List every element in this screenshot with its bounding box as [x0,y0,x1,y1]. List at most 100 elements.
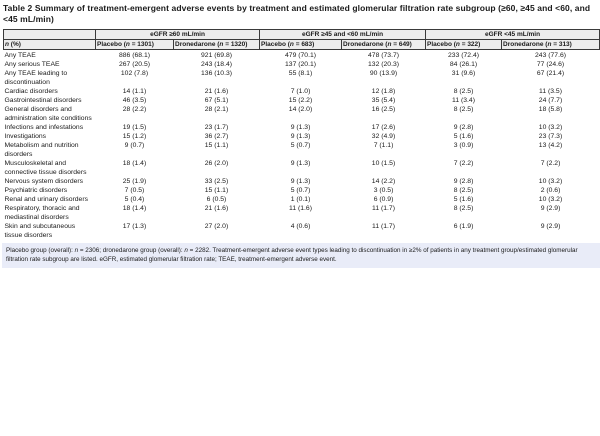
cell-value: 15 (1.1) [204,142,229,149]
cell-value: 14 (2.2) [371,178,396,185]
cell-value: 28 (2.2) [122,106,147,113]
cell-value: 12 (1.8) [371,88,396,95]
group-header-egfr-45-60: eGFR ≥45 and <60 mL/min [259,29,427,40]
row-label: Cardiac disorders [4,88,58,95]
table-body: Any TEAE 886 (68.1) 921 (69.8) 479 (70.1) 47… [4,50,600,241]
group-header-egfr-lt45: eGFR <45 mL/min [425,29,600,40]
table-row: Renal and urinary disorders 5 (0.4) 6 (0.5… [4,195,600,204]
cell-value: 36 (2.7) [204,133,229,140]
cell-value: 32 (4.9) [371,133,396,140]
cell-value: 11 (1.7) [372,223,395,230]
table-row: Skin and subcutaneous tissue disorders 17… [4,222,600,240]
cell-value: 9 (2.8) [453,124,474,131]
cell-value: 3 (0.5) [373,187,394,194]
cell-value: 137 (20.1) [285,61,316,68]
cell-value: 9 (1.3) [290,124,311,131]
cell-value: 23 (7.3) [538,133,563,140]
corner-cell [3,29,96,40]
cell-value: 77 (24.6) [536,61,565,68]
cell-value: 55 (8.1) [288,70,313,77]
col-header-dronedarone-1320: Dronedarone (n = 1320) [172,39,261,50]
cell-value: 90 (13.9) [369,70,398,77]
table-row: Any TEAE 886 (68.1) 921 (69.8) 479 (70.1) 47… [4,50,600,61]
cell-value: 5 (0.7) [290,187,311,194]
row-label: Respiratory, thoracic and mediastinal di… [4,205,80,221]
page: Table 2 Summary of treatment-emergent ad… [2,3,600,268]
column-header-row: n (%) Placebo (n = 1301) Dronedarone (n … [3,39,600,50]
cell-value: 10 (1.5) [371,160,396,167]
cell-value: 9 (2.9) [540,223,561,230]
cell-value: 8 (2.5) [453,106,474,113]
cell-value: 267 (20.5) [119,61,150,68]
row-label: Renal and urinary disorders [4,196,89,203]
col-header-placebo-683: Placebo (n = 683) [259,39,343,50]
cell-value: 67 (5.1) [204,97,229,104]
cell-value: 18 (1.4) [122,160,147,167]
col-header-n-pct: n (%) [3,39,96,50]
cell-value: 11 (3.4) [452,97,475,104]
cell-value: 23 (1.7) [204,124,229,131]
table-row: Nervous system disorders 25 (1.9) 33 (2.5)… [4,177,600,186]
cell-value: 9 (1.3) [290,160,311,167]
table-row: Psychiatric disorders 7 (0.5) 15 (1.1) 5 (0… [4,186,600,195]
cell-value: 15 (1.1) [204,187,229,194]
table-row: Investigations 15 (1.2) 36 (2.7) 9 (1.3) 32 … [4,132,600,141]
cell-value: 8 (2.5) [453,205,474,212]
cell-value: 14 (1.1) [122,88,147,95]
cell-value: 15 (2.2) [288,97,313,104]
table-title-line2: (≥60, ≥45 and <60, and <45 mL/min) [3,3,591,24]
cell-value: 5 (1.6) [453,196,474,203]
table-row: Musculoskeletal and connective tissue di… [4,159,600,177]
cell-value: 27 (2.0) [204,223,229,230]
cell-value: 921 (69.8) [201,52,232,59]
col-header-placebo-1301: Placebo (n = 1301) [95,39,174,50]
table-title-line1: Table 2 Summary of treatment-emergent ad… [3,3,496,13]
row-label: Musculoskeletal and connective tissue di… [4,160,87,176]
table-row: Gastrointestinal disorders 46 (3.5) 67 (5.… [4,96,600,105]
cell-value: 7 (0.5) [124,187,145,194]
cell-value: 10 (3.2) [538,124,563,131]
cell-value: 3 (0.9) [453,142,474,149]
cell-value: 21 (1.6) [204,88,229,95]
row-label: Any TEAE leading to discontinuation [4,70,68,86]
cell-value: 7 (1.1) [373,142,394,149]
row-label: Nervous system disorders [4,178,84,185]
cell-value: 6 (0.5) [206,196,227,203]
cell-value: 7 (2.2) [540,160,561,167]
cell-value: 1 (0.1) [290,196,311,203]
table-row: Any serious TEAE 267 (20.5) 243 (18.4) 137 … [4,60,600,69]
cell-value: 17 (2.6) [371,124,396,131]
cell-value: 18 (5.8) [538,106,563,113]
table-header: eGFR ≥60 mL/min eGFR ≥45 and <60 mL/min … [3,29,600,50]
cell-value: 4 (0.6) [290,223,311,230]
cell-value: 9 (2.8) [453,178,474,185]
cell-value: 11 (1.6) [289,205,312,212]
cell-value: 24 (7.7) [538,97,563,104]
row-label: Any TEAE [4,52,36,59]
adverse-events-table: eGFR ≥60 mL/min eGFR ≥45 and <60 mL/min … [3,29,600,240]
cell-value: 479 (70.1) [285,52,316,59]
cell-value: 18 (1.4) [122,205,147,212]
cell-value: 8 (2.5) [453,88,474,95]
cell-value: 21 (1.6) [204,205,229,212]
cell-value: 16 (2.5) [371,106,396,113]
cell-value: 11 (3.5) [539,88,562,95]
cell-value: 14 (2.0) [288,106,313,113]
group-header-row: eGFR ≥60 mL/min eGFR ≥45 and <60 mL/min … [3,29,600,40]
cell-value: 2 (0.6) [540,187,561,194]
cell-value: 6 (1.9) [453,223,474,230]
table-row: Respiratory, thoracic and mediastinal di… [4,204,600,222]
cell-value: 13 (4.2) [538,142,563,149]
cell-value: 102 (7.8) [120,70,149,77]
cell-value: 233 (72.4) [448,52,479,59]
cell-value: 7 (1.0) [290,88,311,95]
cell-value: 243 (77.6) [535,52,566,59]
cell-value: 31 (9.6) [451,70,476,77]
cell-value: 19 (1.5) [122,124,147,131]
cell-value: 7 (2.2) [453,160,474,167]
row-label: Metabolism and nutrition disorders [4,142,79,158]
cell-value: 84 (26.1) [449,61,478,68]
cell-value: 478 (73.7) [368,52,399,59]
cell-value: 10 (3.2) [538,178,563,185]
cell-value: 11 (1.7) [372,205,395,212]
